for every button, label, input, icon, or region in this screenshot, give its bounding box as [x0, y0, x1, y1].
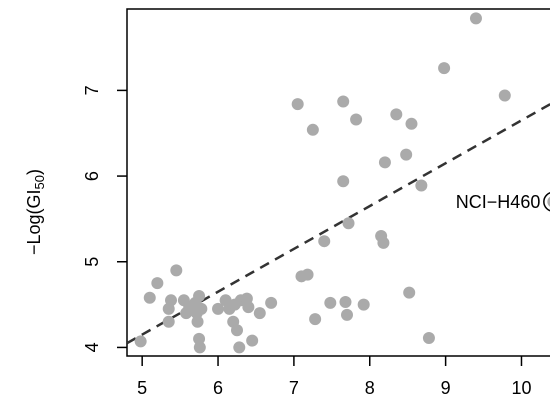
data-point — [162, 315, 175, 328]
highlight-label: NCI−H460 — [456, 192, 541, 212]
x-axis: 5 6 7 8 9 10 — [137, 356, 531, 398]
data-point — [415, 179, 428, 192]
data-point — [357, 298, 370, 311]
data-point — [193, 332, 206, 345]
y-axis: 4 5 6 7 — [82, 85, 127, 352]
y-axis-label-main: −Log(GI — [24, 189, 44, 255]
data-point — [309, 313, 322, 326]
data-point — [324, 296, 337, 309]
data-point — [339, 296, 352, 309]
highlight-ring — [543, 192, 550, 212]
x-tick-label: 8 — [365, 378, 375, 398]
y-axis-label: −Log(GI50) — [24, 169, 47, 255]
data-point — [438, 62, 451, 75]
data-point — [242, 301, 255, 314]
y-tick-label: 6 — [82, 171, 102, 181]
x-tick-label: 10 — [511, 378, 531, 398]
data-point — [350, 113, 363, 126]
data-point — [191, 315, 204, 328]
y-axis-label-close: ) — [24, 169, 44, 175]
plot-frame — [126, 8, 550, 357]
data-point — [301, 268, 314, 281]
x-tick-label: 7 — [289, 378, 299, 398]
data-point — [170, 264, 183, 277]
data-point — [318, 235, 331, 248]
highlight-group: NCI−H460 — [456, 192, 550, 212]
data-point — [403, 286, 416, 299]
data-point — [193, 290, 206, 303]
data-point — [143, 291, 156, 304]
data-point — [151, 277, 164, 290]
data-point — [253, 307, 266, 320]
data-point — [377, 236, 390, 249]
x-tick-label: 6 — [213, 378, 223, 398]
data-point — [212, 302, 225, 315]
data-point — [291, 98, 304, 111]
data-point — [422, 332, 435, 345]
data-points — [134, 12, 511, 354]
data-point — [390, 108, 403, 121]
x-tick-label: 5 — [137, 378, 147, 398]
data-point — [306, 123, 319, 136]
x-tick-label: 9 — [441, 378, 451, 398]
data-point — [134, 335, 147, 348]
data-point — [337, 95, 350, 108]
data-point — [400, 148, 413, 161]
data-point — [193, 341, 206, 354]
data-point — [341, 308, 353, 321]
data-point — [265, 296, 278, 309]
data-point — [246, 334, 259, 347]
y-tick-label: 5 — [82, 257, 102, 267]
data-point — [233, 341, 246, 354]
y-tick-label: 4 — [82, 342, 102, 352]
y-axis-label-subscript: 50 — [32, 175, 47, 189]
data-point — [165, 294, 177, 307]
data-point — [469, 12, 482, 25]
data-point — [342, 217, 355, 230]
data-point — [195, 302, 208, 315]
data-point — [378, 156, 391, 169]
data-point — [498, 89, 511, 102]
data-point — [231, 324, 243, 337]
y-tick-label: 7 — [82, 85, 102, 95]
data-point — [405, 117, 418, 130]
data-point — [337, 175, 350, 188]
highlight-point — [547, 196, 550, 207]
